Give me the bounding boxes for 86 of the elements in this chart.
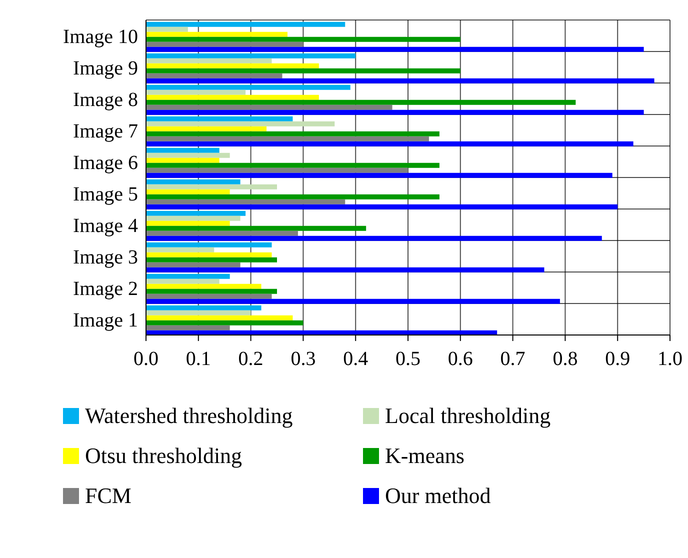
bar bbox=[146, 184, 277, 190]
bar bbox=[146, 32, 288, 37]
legend-label: FCM bbox=[85, 483, 132, 509]
bar bbox=[146, 53, 356, 58]
bar bbox=[146, 58, 272, 64]
bar bbox=[146, 121, 335, 126]
bar bbox=[146, 26, 188, 32]
bar bbox=[146, 131, 440, 136]
bar bbox=[146, 262, 240, 268]
y-tick-label: Image 8 bbox=[73, 88, 138, 111]
bar bbox=[146, 46, 644, 52]
y-tick-label: Image 6 bbox=[73, 152, 138, 174]
bar bbox=[146, 236, 602, 241]
x-tick-label: 0.8 bbox=[552, 348, 578, 370]
legend-label: Otsu thresholding bbox=[85, 443, 242, 469]
x-tick-label: 0.3 bbox=[290, 348, 316, 370]
bar bbox=[146, 310, 251, 316]
bar bbox=[146, 257, 277, 262]
bar bbox=[146, 22, 346, 27]
bar bbox=[146, 63, 319, 68]
x-tick-label: 0.2 bbox=[238, 348, 264, 370]
bar bbox=[146, 294, 272, 299]
x-tick-label: 0.6 bbox=[448, 348, 473, 370]
bar bbox=[146, 284, 262, 289]
bar bbox=[146, 325, 230, 330]
bar bbox=[146, 274, 230, 279]
bar bbox=[146, 320, 304, 326]
bar bbox=[146, 247, 214, 252]
x-tick-label: 0.1 bbox=[186, 348, 211, 370]
bar bbox=[146, 305, 262, 310]
bar bbox=[146, 152, 230, 158]
bar bbox=[146, 278, 220, 284]
bar bbox=[146, 189, 230, 194]
bar bbox=[146, 230, 298, 236]
bar bbox=[146, 162, 440, 168]
x-tick-label: 0.0 bbox=[134, 348, 158, 370]
bar bbox=[146, 315, 293, 320]
bar bbox=[146, 94, 319, 100]
x-tick-label: 0.9 bbox=[605, 348, 630, 370]
bar bbox=[146, 141, 634, 146]
y-tick-label: Image 3 bbox=[73, 246, 138, 268]
bar bbox=[146, 288, 277, 294]
bar bbox=[146, 148, 220, 153]
y-tick-label: Image 7 bbox=[73, 120, 138, 142]
bar bbox=[146, 172, 612, 178]
bar bbox=[146, 168, 408, 173]
y-tick-label: Image 4 bbox=[73, 214, 138, 237]
bar bbox=[146, 267, 544, 272]
bar bbox=[146, 90, 246, 95]
bar bbox=[146, 84, 350, 90]
legend-label: Watershed thresholding bbox=[85, 403, 293, 429]
bar bbox=[146, 78, 654, 84]
x-tick-label: 0.4 bbox=[343, 348, 368, 370]
bar bbox=[146, 210, 246, 216]
bar bbox=[146, 126, 267, 132]
y-tick-label: Image 10 bbox=[63, 26, 138, 48]
x-tick-label: 0.7 bbox=[500, 348, 526, 370]
bar bbox=[146, 204, 618, 210]
legend-label: Local thresholding bbox=[385, 403, 551, 429]
bar bbox=[146, 116, 293, 122]
legend-label: K-means bbox=[385, 443, 464, 469]
y-tick-label: Image 5 bbox=[73, 183, 138, 206]
x-tick-label: 1.0 bbox=[658, 348, 682, 370]
bar bbox=[146, 42, 304, 47]
bar bbox=[146, 36, 460, 42]
bar bbox=[146, 226, 366, 231]
legend-label: Our method bbox=[385, 483, 491, 509]
bar bbox=[146, 136, 429, 142]
y-tick-label: Image 2 bbox=[73, 278, 138, 300]
y-tick-label: Image 1 bbox=[73, 309, 138, 332]
bar bbox=[146, 216, 240, 221]
bar bbox=[146, 252, 272, 258]
bar bbox=[146, 110, 644, 115]
bar bbox=[146, 158, 220, 163]
bar bbox=[146, 298, 560, 304]
bar bbox=[146, 73, 282, 78]
bar bbox=[146, 68, 460, 74]
bar bbox=[146, 100, 576, 105]
bar bbox=[146, 220, 230, 226]
y-tick-label: Image 9 bbox=[73, 57, 138, 80]
bar bbox=[146, 179, 240, 184]
bar bbox=[146, 194, 440, 200]
x-tick-label: 0.5 bbox=[396, 348, 420, 370]
bar bbox=[146, 104, 392, 110]
bar bbox=[146, 242, 272, 248]
bar bbox=[146, 199, 346, 204]
